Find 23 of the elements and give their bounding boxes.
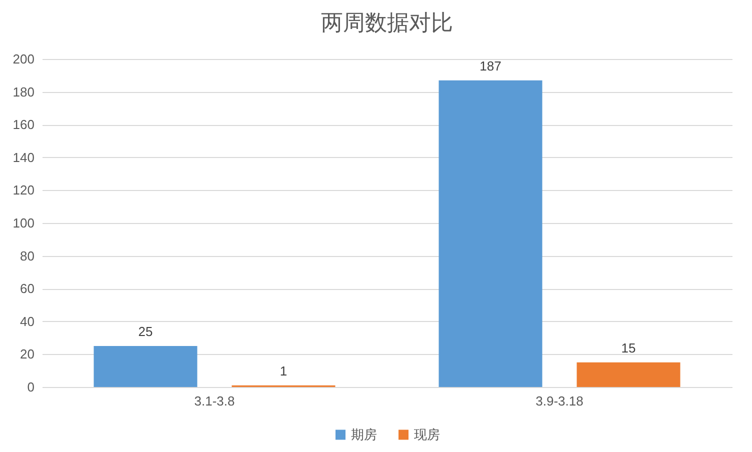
y-tick-label: 160 [12, 117, 34, 132]
y-tick-label: 120 [12, 182, 34, 198]
y-tick-label: 20 [20, 346, 34, 362]
legend-label: 现房 [414, 426, 440, 442]
data-label: 1 [280, 363, 288, 378]
y-tick-label: 0 [27, 380, 34, 394]
y-tick-label: 140 [12, 150, 34, 165]
x-tick-label: 3.9-3.18 [536, 394, 584, 408]
bar [438, 80, 542, 387]
legend-label: 期房 [351, 426, 377, 442]
bar [576, 362, 680, 387]
chart-title: 两周数据对比 [321, 10, 453, 35]
x-tick-label: 3.1-3.8 [194, 394, 235, 408]
data-label: 15 [621, 340, 636, 356]
y-tick-label: 40 [20, 314, 34, 329]
y-tick-label: 80 [20, 248, 34, 264]
y-tick-label: 100 [12, 216, 34, 230]
y-tick-label: 200 [12, 52, 34, 66]
data-label: 25 [138, 324, 153, 339]
y-tick-label: 60 [20, 281, 34, 296]
bar [94, 346, 198, 387]
data-label: 187 [480, 58, 502, 74]
y-tick-label: 180 [12, 84, 34, 100]
